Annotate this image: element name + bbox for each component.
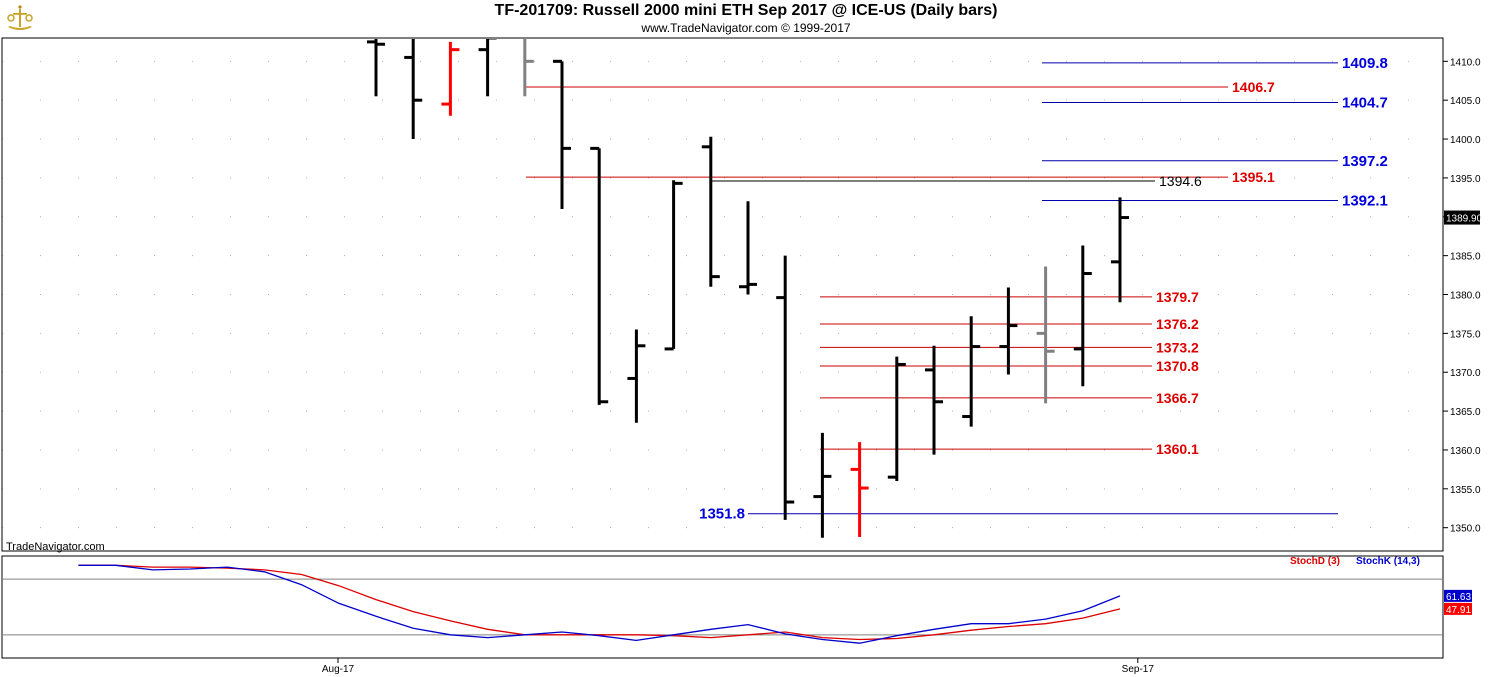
ohlc-bar [664,180,683,351]
chart-frame [1,37,1444,659]
ohlc-bar [887,356,906,482]
stoch-d-value: 47.91 [1446,605,1471,616]
copyright-text: www.TradeNavigator.com © 1999-2017 [641,21,851,35]
price-level-label: 1404.7 [1342,95,1388,112]
price-panel-border [1,37,1444,552]
ohlc-bar [553,59,571,209]
ohlc-bar [523,39,534,97]
price-tick-label: 1405.0 [1450,96,1481,107]
stoch-d-value-box [1444,602,1472,615]
price-level-label: 1409.8 [1342,55,1388,72]
ohlc-bar [1036,266,1055,404]
ohlc-bar [925,345,943,455]
trade-navigator-logo-icon [7,5,33,30]
month-label: Sep-17 [1122,664,1155,675]
price-level-label: 1392.1 [1342,192,1388,209]
stoch-k-value-box [1444,589,1472,602]
ohlc-bars-layer [367,39,1129,538]
price-tick-label: 1410.0 [1450,57,1481,68]
ohlc-bar [478,39,497,97]
stochastic-panel-border [1,555,1444,659]
price-tick-label: 1355.0 [1450,485,1481,496]
last-price-label: 1389.90 [1446,214,1483,225]
stoch-d-line [78,564,1121,641]
ohlc-bar [1073,245,1092,387]
ohlc-bar [813,432,832,538]
month-label: Aug-17 [322,664,355,675]
ohlc-bar [962,316,981,427]
price-tick-label: 1395.0 [1450,174,1481,185]
price-axis: 1350.0 1355.0 1360.0 1365.0 1370.0 1375.0 1380… [322,57,1483,675]
price-level-label: 1397.2 [1342,153,1388,170]
price-tick-label: 1350.0 [1450,524,1481,535]
ohlc-bar [441,41,460,116]
grid-layer [2,60,1443,529]
ohlc-bar [404,39,423,140]
price-level-label: 1366.7 [1156,390,1199,406]
ohlc-bar [739,201,757,295]
stochastic-panel: StochD (3) StochK (14,3) 61.63 47.91 [2,556,1472,644]
price-level-label: 1376.2 [1156,316,1199,332]
ohlc-bar [590,146,609,405]
price-level-label: 1373.2 [1156,339,1199,355]
price-level-label: 1351.8 [699,506,745,523]
price-levels-layer: 1409.8 1406.7 1404.7 1397.2 1395.1 1394.6 1392… [526,55,1388,523]
ohlc-bars [367,39,1129,538]
price-tick-label: 1360.0 [1450,446,1481,457]
price-tick-label: 1375.0 [1450,329,1481,340]
price-tick-label: 1365.0 [1450,407,1481,418]
price-tick-label: 1385.0 [1450,252,1481,263]
stoch-k-legend: StochK (14,3) [1356,556,1420,567]
ohlc-bar [701,136,720,287]
price-tick-label: 1370.0 [1450,368,1481,379]
price-level-label: 1406.7 [1232,79,1275,95]
watermark-text: TradeNavigator.com [6,541,105,553]
stoch-k-value: 61.63 [1446,592,1471,603]
price-level-label: 1379.7 [1156,289,1199,305]
last-price-box [1444,210,1480,225]
ohlc-bar [367,39,385,97]
ohlc-bar [850,442,869,538]
price-level-label: 1394.6 [1159,173,1202,189]
ohlc-bar [776,255,795,520]
stoch-d-legend: StochD (3) [1290,556,1340,567]
chart-header: TF-201709: Russell 2000 mini ETH Sep 201… [0,0,1492,38]
price-tick-label: 1400.0 [1450,135,1481,146]
price-tick-label: 1380.0 [1450,291,1481,302]
ohlc-bar [1111,197,1129,303]
chart-title: TF-201709: Russell 2000 mini ETH Sep 201… [494,2,998,19]
stoch-k-line [78,564,1121,644]
ohlc-bar [627,329,646,423]
price-level-label: 1360.1 [1156,441,1199,457]
price-level-label: 1370.8 [1156,358,1199,374]
ohlc-bar [999,287,1018,375]
price-level-label: 1395.1 [1232,169,1275,185]
